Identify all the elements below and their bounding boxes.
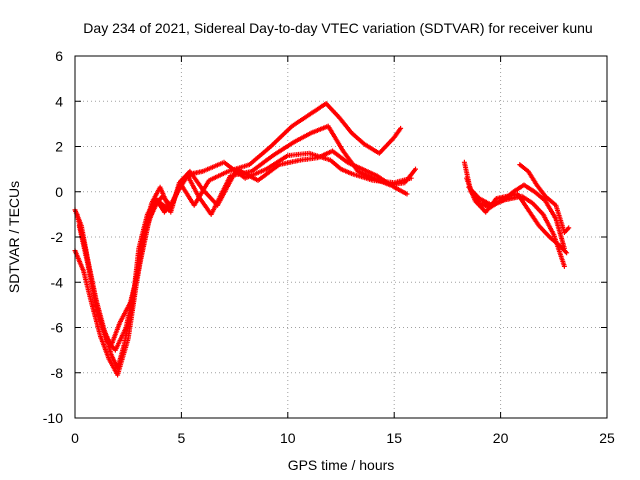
- x-tick-label: 0: [71, 430, 79, 446]
- y-tick-label: -4: [51, 274, 64, 290]
- y-tick-label: 0: [55, 184, 63, 200]
- y-tick-label: -6: [51, 320, 64, 336]
- axis-ticks: 0 5 10 15 20 25 -10 -8 -6 -4 -2 0 2 4 6: [43, 48, 615, 446]
- chart-title: Day 234 of 2021, Sidereal Day-to-day VTE…: [83, 20, 592, 36]
- y-tick-label: -2: [51, 229, 64, 245]
- x-tick-label: 10: [280, 430, 296, 446]
- grid: [75, 56, 607, 418]
- series-track-8: [517, 162, 572, 235]
- data-markers: [72, 101, 572, 378]
- y-tick-label: -8: [51, 365, 64, 381]
- series-markers: [517, 162, 572, 235]
- y-tick-label: 2: [55, 139, 63, 155]
- x-tick-label: 5: [178, 430, 186, 446]
- x-tick-label: 25: [599, 430, 615, 446]
- x-tick-label: 15: [386, 430, 402, 446]
- series-track-3: [74, 123, 418, 349]
- x-axis-label: GPS time / hours: [288, 457, 395, 473]
- series-markers: [76, 148, 410, 353]
- y-axis-label: SDTVAR / TECUs: [6, 181, 22, 293]
- series-track-7: [466, 182, 567, 251]
- x-tick-label: 20: [493, 430, 509, 446]
- series-markers: [466, 182, 567, 251]
- y-tick-label: 6: [55, 48, 63, 64]
- series-track-4: [76, 148, 410, 353]
- y-tick-label: 4: [55, 93, 63, 109]
- series-markers: [74, 123, 418, 349]
- y-tick-label: -10: [43, 410, 63, 426]
